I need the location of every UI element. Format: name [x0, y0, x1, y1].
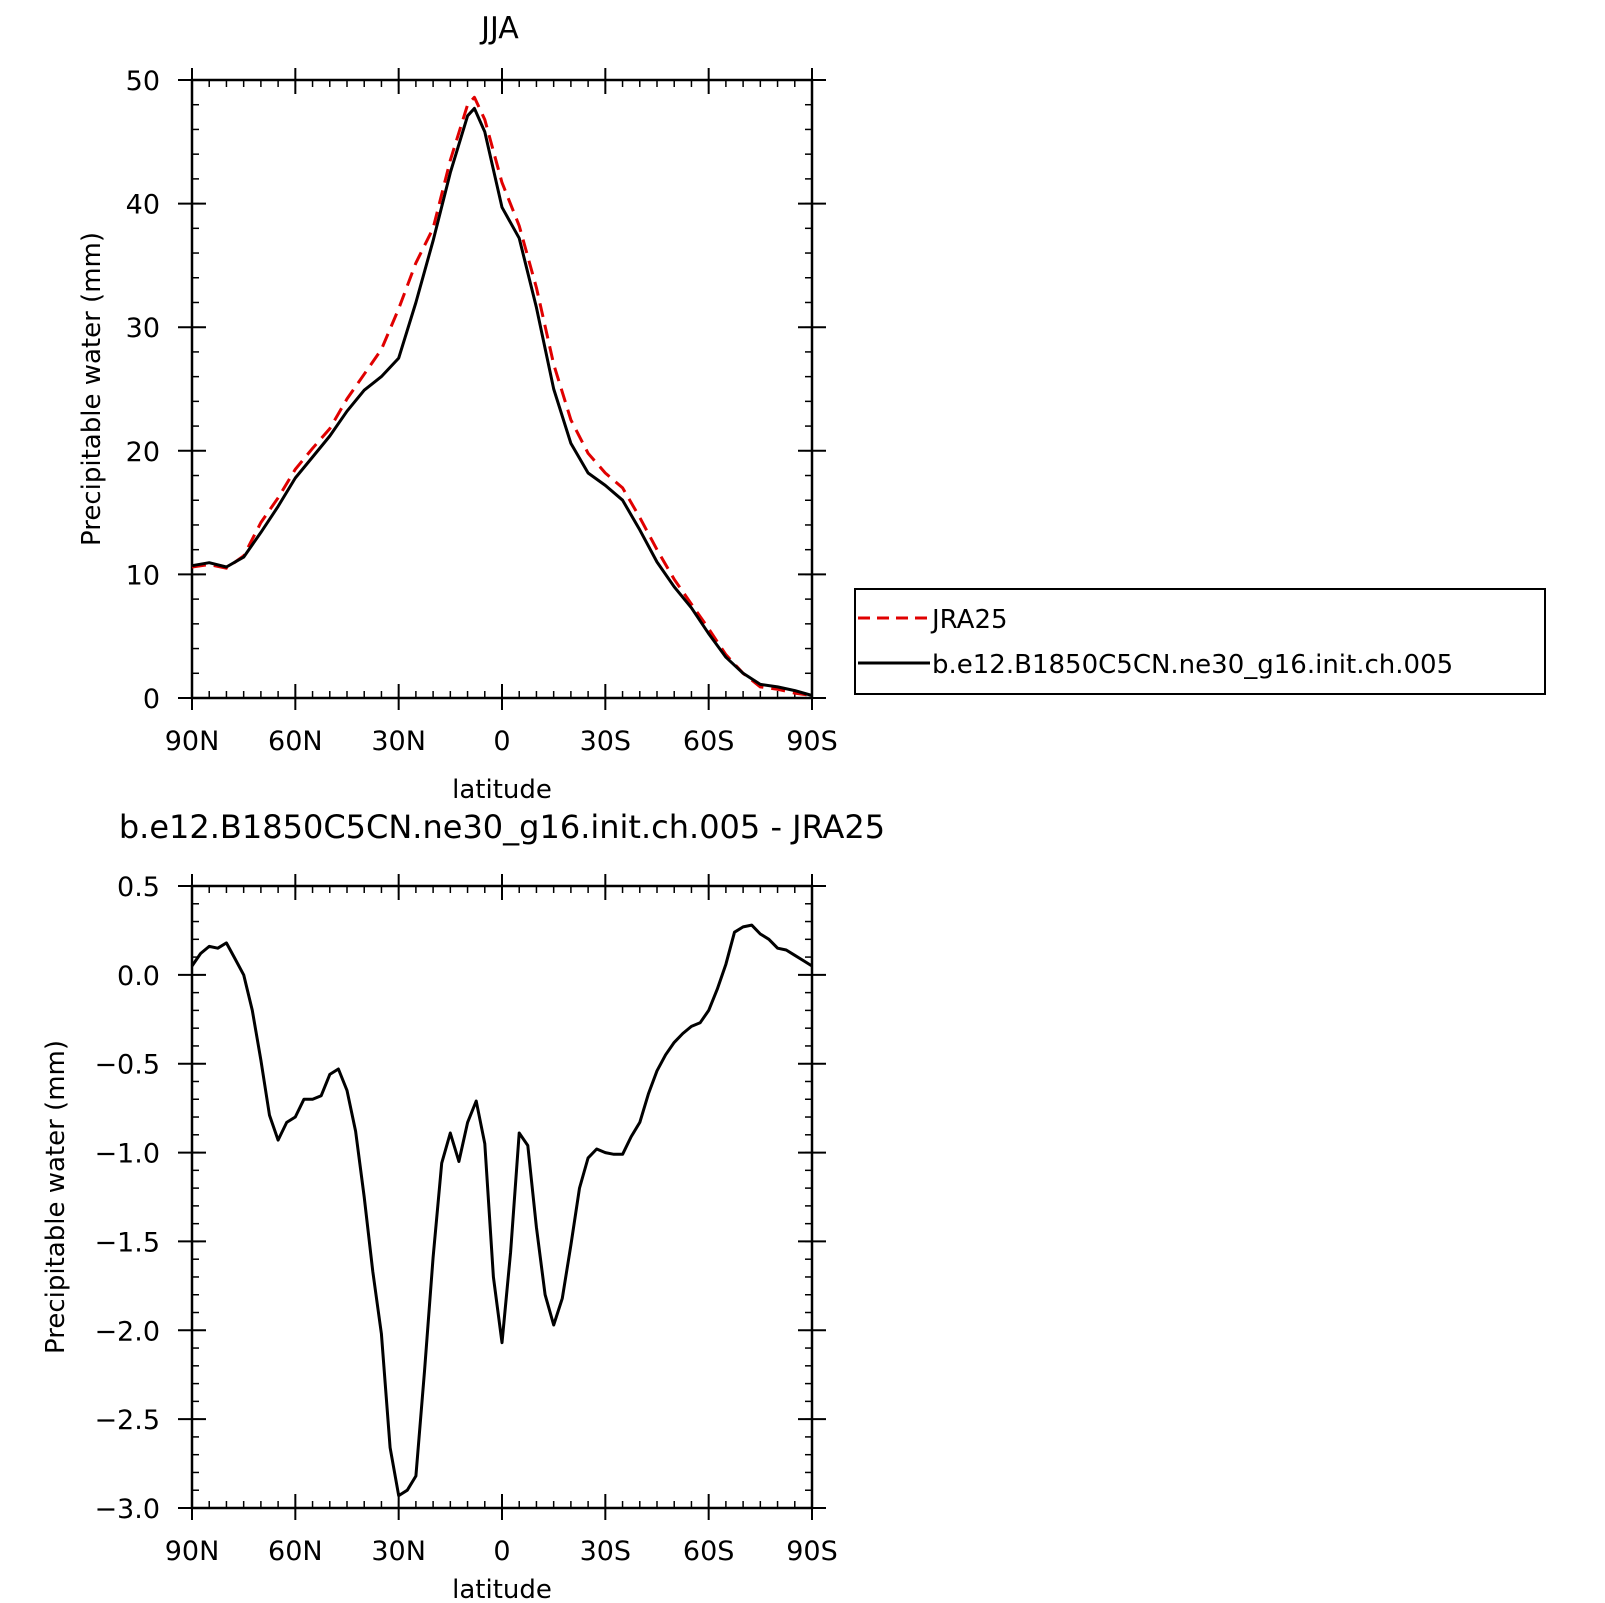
- x-tick-label: 30N: [371, 1536, 426, 1567]
- y-axis-label: Precipitable water (mm): [41, 1040, 71, 1354]
- x-axis-label: latitude: [452, 775, 552, 805]
- x-tick-label: 90N: [165, 726, 220, 757]
- y-tick-label: 0.0: [117, 961, 160, 992]
- legend-label-jra25: JRA25: [930, 605, 1008, 635]
- x-tick-label: 0: [493, 1536, 510, 1567]
- legend: JRA25 b.e12.B1850C5CN.ne30_g16.init.ch.0…: [854, 588, 1546, 695]
- plot-frame: [190, 884, 814, 1510]
- series-lines: [191, 95, 813, 697]
- axis-ticks: 90N 60N 30N 0 30S 60S 90S 0 10 20 30 40 50: [126, 66, 838, 757]
- legend-box: [854, 588, 1546, 695]
- top-panel: JJA 90N 60N 30N 0 30S 60S 90S 0 10 20 30 40 50 latit…: [77, 11, 838, 805]
- x-tick-label: 30N: [371, 726, 426, 757]
- y-tick-label: 50: [126, 66, 160, 97]
- x-axis-label: latitude: [452, 1575, 552, 1603]
- y-tick-label: −3.0: [94, 1494, 160, 1525]
- y-tick-label: −1.0: [94, 1139, 160, 1170]
- series-line-b-e12-b1850c5cn-ne30-g16-init-ch-005: [191, 106, 813, 697]
- y-tick-label: −2.5: [94, 1405, 160, 1436]
- series-lines: [190, 923, 813, 1498]
- chart-title: b.e12.B1850C5CN.ne30_g16.init.ch.005 - J…: [119, 808, 885, 846]
- x-tick-label: 60S: [683, 726, 735, 757]
- chart-title: JJA: [479, 11, 519, 46]
- x-tick-label: 60N: [268, 726, 323, 757]
- y-tick-label: −2.0: [94, 1316, 160, 1347]
- series-line-difference: [190, 923, 813, 1498]
- y-tick-label: 20: [126, 437, 160, 468]
- x-tick-label: 90N: [165, 1536, 220, 1567]
- series-line-jra25: [191, 95, 813, 697]
- y-tick-label: 10: [126, 560, 160, 591]
- x-tick-label: 90S: [786, 1536, 838, 1567]
- x-tick-label: 0: [493, 726, 510, 757]
- y-tick-label: 0: [143, 684, 160, 715]
- x-tick-label: 30S: [580, 1536, 632, 1567]
- x-tick-label: 60S: [683, 1536, 735, 1567]
- y-tick-label: 30: [126, 313, 160, 344]
- axis-ticks: 90N 60N 30N 0 30S 60S 90S 0.5 0.0 −0.5 −1.0 −1.5 −2.…: [94, 872, 837, 1567]
- y-tick-label: 40: [126, 190, 160, 221]
- x-tick-label: 90S: [786, 726, 838, 757]
- y-axis-label: Precipitable water (mm): [77, 232, 107, 546]
- y-tick-label: −1.5: [94, 1227, 160, 1258]
- x-tick-label: 30S: [580, 726, 632, 757]
- x-tick-label: 60N: [268, 1536, 323, 1567]
- y-tick-label: −0.5: [94, 1050, 160, 1081]
- y-tick-label: 0.5: [117, 872, 160, 903]
- legend-label-model: b.e12.B1850C5CN.ne30_g16.init.ch.005: [932, 650, 1453, 680]
- plot-frame: [190, 78, 814, 700]
- bottom-panel: b.e12.B1850C5CN.ne30_g16.init.ch.005 - J…: [41, 808, 885, 1603]
